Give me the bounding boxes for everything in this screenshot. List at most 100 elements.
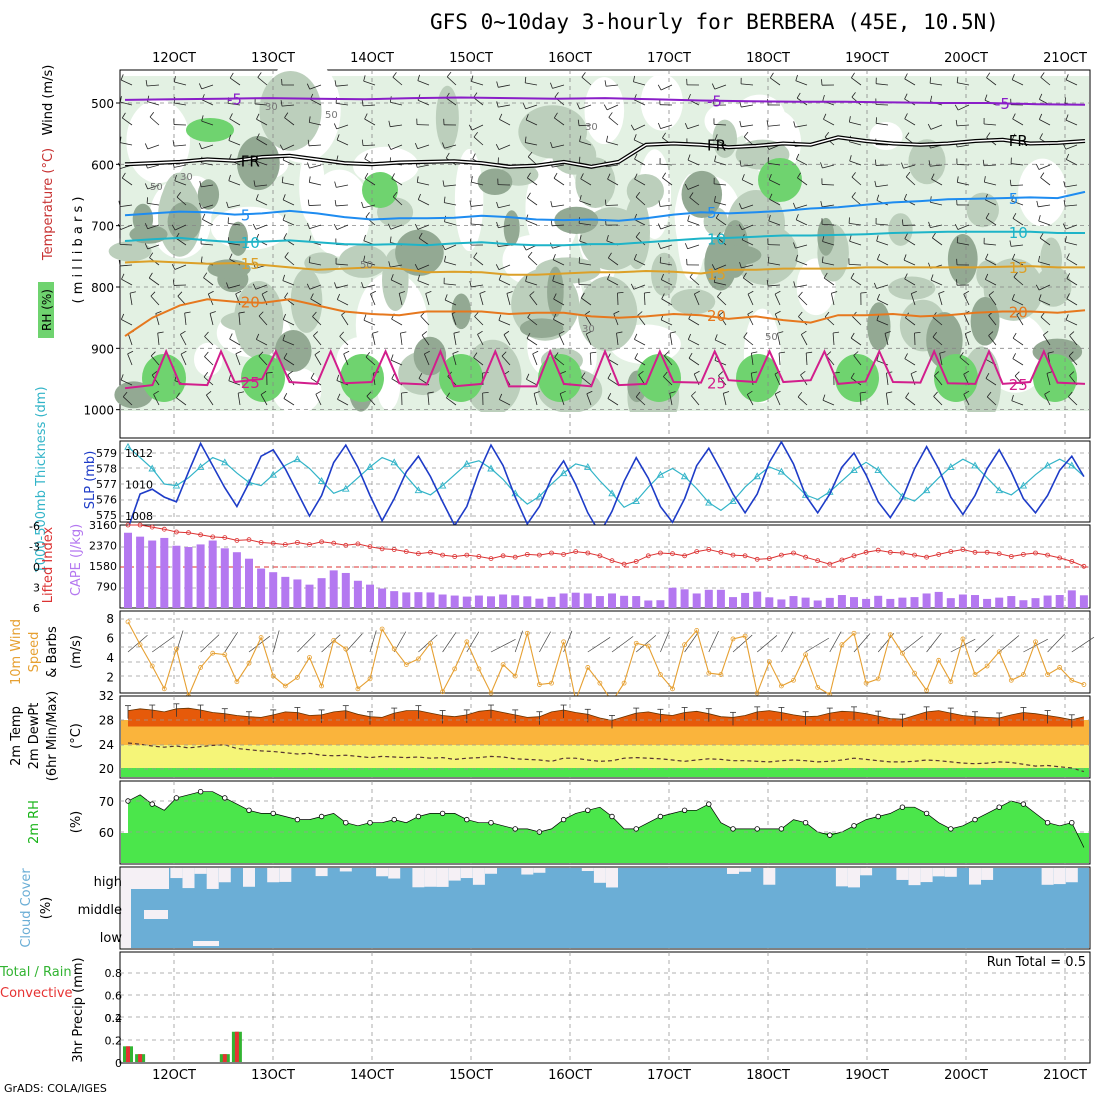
wind-barb [417, 224, 430, 230]
wind-barb-flag [496, 101, 499, 108]
wind-barb-flag [849, 235, 852, 242]
wind-barb [830, 293, 835, 306]
wind-barb [660, 319, 673, 326]
wind-barb [417, 99, 430, 106]
day-tick-label-top: 13OCT [251, 51, 295, 66]
wind-barb [1068, 396, 1078, 406]
wind-barb [985, 217, 997, 226]
wind-speed-point [561, 639, 566, 645]
wind-barb [153, 394, 160, 406]
wind-barb [258, 315, 268, 326]
wind-barb [445, 97, 457, 106]
wind-barb [633, 99, 646, 106]
wind-barb [174, 144, 187, 147]
wind-barb-flag [558, 330, 565, 335]
wind-speed-point [863, 680, 869, 686]
wind-barb [933, 396, 943, 406]
wind-barb [585, 333, 592, 346]
lifted-tick-label: 3 [33, 582, 40, 595]
wind-barb [121, 319, 133, 326]
cloud-clear-high [485, 868, 497, 874]
wind-barb [337, 299, 349, 306]
wind-barb-flag [743, 332, 748, 338]
temp-contour--5 [124, 96, 1086, 106]
wind-barb [852, 316, 862, 326]
rh-70-area [503, 210, 520, 247]
wind-barb [203, 277, 214, 286]
wind-speed-point [500, 662, 506, 667]
wind-barb [315, 393, 322, 406]
wind-barb-flag [363, 234, 366, 241]
rh-dry-area [193, 342, 223, 377]
wind-barb-flag [235, 290, 242, 295]
cloud-clear-high [339, 868, 352, 872]
rh-point [802, 820, 809, 826]
lifted-index-point [294, 540, 300, 545]
wind-barb-flag [473, 132, 478, 138]
wind-barb [859, 393, 862, 406]
wind-barb [1066, 298, 1078, 306]
wind-barb-flag [927, 123, 932, 130]
wind-barb-flag [527, 251, 533, 258]
cape-bar [680, 589, 689, 608]
wind-barb [121, 278, 133, 286]
wind-barb-flag [662, 132, 666, 139]
day-tick-label-top: 21OCT [1043, 51, 1087, 66]
rh-point [899, 804, 906, 810]
cape-bar [668, 587, 677, 608]
wind-barb-flag [930, 95, 933, 102]
wind-barb [693, 293, 700, 306]
surface-wind-barb [224, 631, 238, 653]
wind-barb-flag [282, 313, 286, 320]
wind-barb-flag [334, 199, 337, 207]
surface-wind-barb [176, 630, 184, 653]
thickness-point [801, 490, 810, 498]
wind-barb [201, 144, 214, 150]
lifted-index-point [827, 561, 833, 567]
wind-speed-point [246, 660, 252, 666]
lifted-index-point [573, 549, 579, 554]
surface-wind-barb [660, 630, 670, 653]
wind-barb [743, 277, 754, 286]
cape-bar [777, 599, 786, 608]
wind-barb [309, 122, 322, 126]
wind-barb-flag [795, 254, 798, 261]
rh-50-area [888, 213, 913, 246]
wind-barb [904, 238, 916, 246]
cape-bar [160, 537, 169, 608]
wind-barb [643, 292, 646, 306]
wind-barb-flag [255, 333, 260, 340]
rh-point [996, 804, 1002, 810]
thickness-point [995, 486, 1003, 494]
temp-contour-label: FR [241, 153, 260, 171]
wind-barb-flag [982, 159, 985, 166]
wind-barb-flag [532, 350, 539, 355]
wind-barb [498, 144, 511, 150]
day-tick-label-bottom: 19OCT [845, 1068, 889, 1083]
lifted-index-point [391, 547, 397, 552]
surface-wind-barb [635, 635, 657, 653]
lifted-index-point [912, 552, 917, 558]
wind-barb-flag [850, 272, 855, 279]
wind-barb-flag [723, 391, 730, 394]
wind-barb [718, 375, 727, 386]
wind-barb [309, 84, 322, 90]
wind-speed-point [234, 679, 240, 685]
lifted-index-point [198, 532, 204, 538]
cape-bar [946, 598, 955, 608]
wind-barb-flag [235, 350, 242, 355]
wind-barb-flag [339, 331, 344, 337]
wind-barb-flag [226, 201, 229, 208]
wind-barb-flag [657, 242, 661, 249]
wind-barb-flag [228, 134, 232, 141]
wind-barb [714, 161, 727, 166]
cape-bar [765, 597, 774, 608]
wind-barb [876, 83, 889, 86]
wind-barb-flag [985, 212, 990, 219]
wind-barb [1038, 299, 1051, 306]
wind-barb [552, 164, 565, 168]
wind-barb [283, 398, 295, 406]
wind-barb-flag [391, 173, 395, 179]
thickness-point [680, 472, 689, 480]
wind-barb [284, 117, 295, 126]
